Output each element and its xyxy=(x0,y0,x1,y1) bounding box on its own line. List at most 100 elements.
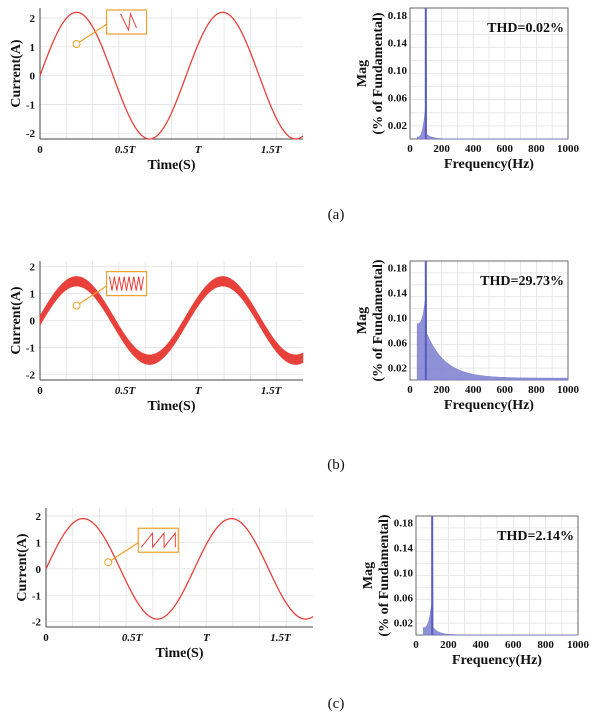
zoom-inset-box xyxy=(105,9,148,35)
y-tick-label: 0 xyxy=(30,71,36,83)
harmonic-spectrum xyxy=(416,7,569,140)
x-tick-label: 600 xyxy=(497,384,514,396)
x-tick-label: 0.5T xyxy=(122,632,144,644)
y-tick-label: 0.06 xyxy=(388,337,408,349)
x-tick-label: 0 xyxy=(37,385,43,397)
y-axis-title: Current(A) xyxy=(9,286,24,355)
y-tick-label: 0.06 xyxy=(388,93,408,105)
y-axis-title: Mag xyxy=(355,307,370,334)
y-tick-label: 0.18 xyxy=(388,262,408,274)
current-waveform xyxy=(39,276,304,365)
x-tick-label: T xyxy=(195,144,203,156)
y-tick-label: 1 xyxy=(30,42,36,54)
y-tick-label: -2 xyxy=(26,128,36,140)
current-waveform xyxy=(39,11,304,140)
x-tick-label: 800 xyxy=(528,384,545,396)
x-axis-title: Frequency(Hz) xyxy=(444,157,534,172)
x-tick-label: 600 xyxy=(497,143,514,155)
x-tick-label: 0 xyxy=(407,384,413,396)
x-tick-label: 400 xyxy=(465,384,482,396)
zoom-inset-box xyxy=(105,271,148,297)
zoom-connector xyxy=(110,542,139,561)
y-axis-title: Current(A) xyxy=(15,533,30,602)
zoom-detail-wave xyxy=(109,276,144,291)
x-tick-label: 200 xyxy=(440,639,457,651)
x-tick-label: 1000 xyxy=(567,639,590,651)
y-tick-label: -2 xyxy=(26,370,36,382)
x-axis-title: Time(S) xyxy=(156,646,204,661)
y-tick-label: 0.02 xyxy=(394,617,414,629)
y-tick-label: 1 xyxy=(30,288,36,300)
x-tick-label: 0 xyxy=(43,632,49,644)
x-tick-label: 0 xyxy=(37,144,43,156)
x-tick-label: 400 xyxy=(473,639,490,651)
spectrum-plot-c: 0.18 0.14 0.10 0.06 0.02 0 200 400 600 800 1000 Fre… xyxy=(361,514,590,668)
y-tick-label: 0.02 xyxy=(388,362,408,374)
x-tick-label: 0 xyxy=(407,143,413,155)
x-tick-label: 1000 xyxy=(557,143,580,155)
harmonic-spectrum xyxy=(416,260,569,381)
harmonic-spectrum xyxy=(423,515,579,636)
y-axis-subtitle: (% of Fundamental) xyxy=(371,259,386,381)
x-tick-label: 1.5T xyxy=(261,144,283,156)
zoom-marker xyxy=(104,558,113,567)
x-tick-label: 600 xyxy=(505,639,522,651)
x-axis-title: Time(S) xyxy=(148,158,196,173)
zoom-connector xyxy=(79,23,107,43)
y-tick-label: -1 xyxy=(32,590,41,602)
plots-layer: 210-1-20 0.5T T 1.5TTime(S)Current(A)0.180.… xyxy=(9,7,590,668)
x-tick-label: 0.5T xyxy=(115,385,137,397)
y-axis-subtitle: (% of Fundamental) xyxy=(377,514,392,636)
y-tick-label: 0.06 xyxy=(394,592,414,604)
y-tick-label: 0 xyxy=(36,564,42,576)
zoom-marker xyxy=(72,301,81,310)
zoom-marker xyxy=(72,39,81,48)
x-tick-label: 1.5T xyxy=(261,385,283,397)
y-tick-label: 0.18 xyxy=(388,10,408,22)
thd-annotation: THD=2.14% xyxy=(497,529,574,544)
x-tick-label: 400 xyxy=(465,143,482,155)
x-tick-label: 800 xyxy=(528,143,545,155)
y-tick-label: 2 xyxy=(36,511,42,523)
x-tick-label: 200 xyxy=(433,384,450,396)
caption-a: (a) xyxy=(328,207,345,223)
y-tick-label: 2 xyxy=(30,261,36,273)
y-tick-label: 0.10 xyxy=(388,65,408,77)
x-axis-title: Frequency(Hz) xyxy=(452,653,542,668)
caption-b: (b) xyxy=(327,457,345,473)
zoom-detail-wave xyxy=(120,12,137,32)
current-waveform xyxy=(45,517,314,620)
thd-annotation: THD=0.02% xyxy=(487,21,564,36)
y-tick-label: 0 xyxy=(30,316,36,328)
y-tick-label: 0.14 xyxy=(394,542,414,554)
y-tick-label: -2 xyxy=(32,617,42,629)
zoom-detail-wave xyxy=(140,531,176,549)
x-tick-label: T xyxy=(195,385,203,397)
x-tick-label: 200 xyxy=(433,143,450,155)
y-tick-label: 0.14 xyxy=(388,37,408,49)
y-tick-label: 0.18 xyxy=(394,517,414,529)
x-tick-label: 1.5T xyxy=(270,632,292,644)
y-tick-label: 0.02 xyxy=(388,120,408,132)
x-tick-label: 0 xyxy=(413,639,419,651)
y-tick-label: 0.14 xyxy=(388,287,408,299)
y-axis-title: Mag xyxy=(355,60,370,87)
zoom-connector xyxy=(79,285,107,305)
spectrum-plot-b: 0.18 0.14 0.10 0.06 0.02 0 200 400 600 800 1000 Fre… xyxy=(355,259,580,413)
caption-c: (c) xyxy=(328,696,345,712)
y-tick-label: 2 xyxy=(30,13,36,25)
y-tick-label: 1 xyxy=(36,537,42,549)
x-axis-title: Time(S) xyxy=(148,399,196,414)
y-tick-label: 0.10 xyxy=(394,567,414,579)
y-axis-title: Mag xyxy=(361,562,376,589)
y-tick-label: 0.10 xyxy=(388,312,408,324)
x-axis-title: Frequency(Hz) xyxy=(444,398,534,413)
thd-annotation: THD=29.73% xyxy=(480,274,564,289)
y-axis-title: Current(A) xyxy=(9,39,24,108)
x-tick-label: 800 xyxy=(537,639,554,651)
y-tick-label: -1 xyxy=(26,343,35,355)
